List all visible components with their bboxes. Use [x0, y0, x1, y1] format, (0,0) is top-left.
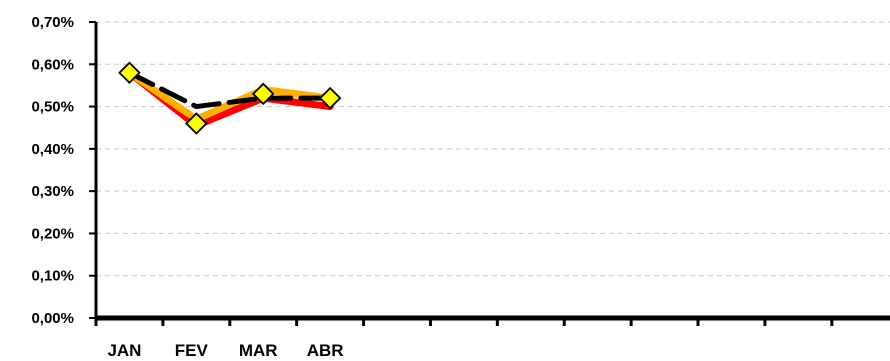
- data-point-marker: [185, 112, 208, 135]
- y-tick-label: 0,00%: [31, 310, 74, 327]
- data-point-marker: [318, 86, 342, 110]
- series-markers: [118, 61, 342, 135]
- data-point-marker: [118, 61, 141, 85]
- x-tick-label: ABR: [307, 341, 344, 360]
- series-lines: [125, 69, 334, 130]
- data-point-marker: [251, 82, 275, 106]
- y-tick-label: 0,70%: [31, 14, 74, 31]
- x-tick-label: MAR: [239, 341, 278, 360]
- axes: [89, 21, 890, 326]
- x-tick-label: JAN: [107, 341, 141, 360]
- series-line-3: [126, 70, 333, 110]
- gridlines: [96, 21, 890, 277]
- x-axis-tick-labels: JAN FEV MAR ABR: [107, 341, 343, 360]
- y-tick-label: 0,30%: [31, 183, 74, 200]
- y-tick-label: 0,20%: [31, 225, 74, 242]
- y-axis-tick-labels: 0,00% 0,10% 0,20% 0,30% 0,40% 0,50% 0,60% 0,70%: [31, 14, 74, 327]
- x-tick-label: FEV: [175, 341, 209, 360]
- y-tick-label: 0,40%: [31, 141, 74, 158]
- y-tick-label: 0,50%: [31, 99, 74, 116]
- y-tick-label: 0,60%: [31, 56, 74, 73]
- y-tick-label: 0,10%: [31, 268, 74, 285]
